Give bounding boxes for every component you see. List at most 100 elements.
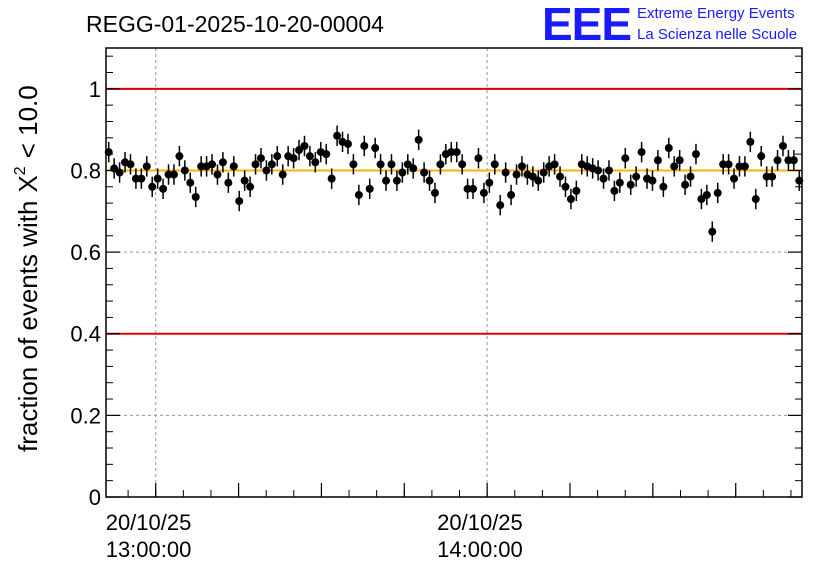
data-point bbox=[458, 154, 467, 175]
data-point bbox=[175, 145, 184, 167]
point-marker bbox=[757, 152, 766, 161]
point-marker bbox=[409, 164, 418, 173]
point-marker bbox=[169, 170, 178, 179]
point-marker bbox=[371, 144, 380, 153]
plot-frame bbox=[105, 47, 803, 498]
point-marker bbox=[670, 162, 679, 171]
point-marker bbox=[398, 168, 407, 177]
eee-logo: EEE Extreme Energy Events La Scienza nel… bbox=[542, 0, 797, 50]
data-point bbox=[757, 145, 766, 167]
data-point bbox=[267, 154, 276, 175]
grid bbox=[106, 48, 802, 497]
data-point bbox=[251, 154, 260, 175]
data-point bbox=[599, 168, 608, 189]
data-point bbox=[697, 188, 706, 210]
point-marker bbox=[425, 176, 434, 185]
point-marker bbox=[626, 180, 635, 189]
data-point bbox=[648, 170, 657, 191]
point-marker bbox=[343, 139, 352, 148]
point-marker bbox=[430, 188, 439, 197]
logo-line-2: La Scienza nelle Scuole bbox=[637, 26, 797, 43]
point-marker bbox=[773, 156, 782, 165]
data-point bbox=[311, 152, 320, 173]
data-point bbox=[273, 145, 282, 167]
y-axis-label: fraction of events with X2 < 10.0 bbox=[12, 85, 43, 452]
point-marker bbox=[702, 190, 711, 199]
data-point bbox=[343, 133, 352, 155]
point-marker bbox=[496, 201, 505, 210]
data-point bbox=[517, 156, 526, 177]
point-marker bbox=[512, 170, 521, 179]
data-point bbox=[632, 166, 641, 187]
point-marker bbox=[349, 160, 358, 169]
x-tick-date-label: 20/10/25 bbox=[106, 510, 192, 535]
point-marker bbox=[218, 158, 227, 167]
point-marker bbox=[273, 152, 282, 161]
data-point bbox=[142, 156, 151, 177]
data-point bbox=[365, 178, 374, 200]
point-marker bbox=[675, 156, 684, 165]
data-point bbox=[604, 160, 613, 181]
point-marker bbox=[681, 180, 690, 189]
point-marker bbox=[632, 172, 641, 181]
data-point bbox=[333, 125, 342, 146]
point-marker bbox=[528, 172, 537, 181]
point-marker bbox=[256, 154, 265, 163]
point-marker bbox=[485, 178, 494, 187]
point-marker bbox=[458, 160, 467, 169]
data-point bbox=[191, 186, 200, 208]
data-point bbox=[670, 156, 679, 177]
data-point bbox=[702, 184, 711, 206]
point-marker bbox=[697, 195, 706, 204]
data-point bbox=[246, 176, 255, 197]
data-point bbox=[572, 180, 581, 202]
data-point bbox=[409, 158, 418, 179]
data-point bbox=[501, 162, 510, 183]
point-marker bbox=[403, 160, 412, 169]
data-point bbox=[327, 168, 336, 189]
point-marker bbox=[474, 154, 483, 163]
data-point bbox=[778, 135, 787, 157]
point-marker bbox=[148, 182, 157, 191]
data-point bbox=[664, 137, 673, 159]
data-point bbox=[610, 180, 619, 202]
data-series bbox=[104, 125, 804, 242]
data-point bbox=[724, 154, 733, 175]
logo-mark: EEE bbox=[542, 0, 631, 50]
point-marker bbox=[365, 184, 374, 193]
y-tick-label: 0.4 bbox=[70, 322, 101, 347]
data-point bbox=[218, 152, 227, 173]
point-marker bbox=[507, 190, 516, 199]
data-point bbox=[452, 141, 461, 163]
point-marker bbox=[648, 176, 657, 185]
data-point bbox=[360, 135, 369, 157]
point-marker bbox=[376, 160, 385, 169]
data-point bbox=[295, 139, 304, 161]
y-tick-label: 0.2 bbox=[70, 403, 101, 428]
point-marker bbox=[392, 176, 401, 185]
data-point bbox=[768, 166, 777, 187]
point-marker bbox=[142, 162, 151, 171]
point-marker bbox=[479, 188, 488, 197]
data-point bbox=[479, 182, 488, 204]
data-point bbox=[615, 172, 624, 193]
data-point bbox=[208, 154, 217, 175]
data-point bbox=[539, 162, 548, 183]
y-tick-label: 1 bbox=[89, 77, 101, 102]
data-point bbox=[534, 170, 543, 191]
point-marker bbox=[664, 144, 673, 153]
point-marker bbox=[751, 195, 760, 204]
data-point bbox=[556, 166, 565, 187]
point-marker bbox=[746, 137, 755, 146]
data-point bbox=[240, 170, 249, 191]
point-marker bbox=[153, 174, 162, 183]
data-point bbox=[159, 178, 168, 200]
data-point bbox=[751, 188, 760, 210]
point-marker bbox=[599, 174, 608, 183]
data-point bbox=[110, 158, 119, 179]
point-marker bbox=[653, 156, 662, 165]
point-marker bbox=[621, 154, 630, 163]
data-point bbox=[392, 170, 401, 191]
